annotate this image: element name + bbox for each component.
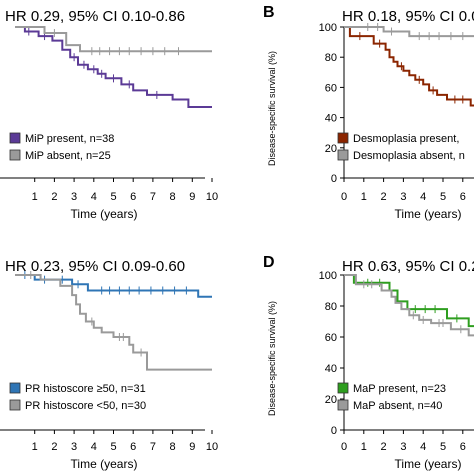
panel-letter: B (263, 4, 275, 21)
legend-swatch (9, 132, 21, 144)
y-tick-label: 60 (325, 332, 337, 344)
x-tick-label: 6 (460, 191, 466, 203)
hazard-ratio-title: HR 0.18, 95% CI 0.0 (342, 8, 474, 25)
y-tick-label: 80 (325, 52, 337, 64)
x-tick-label: 2 (51, 441, 57, 453)
x-tick-label: 2 (381, 441, 387, 453)
x-tick-label: 2 (381, 191, 387, 203)
x-tick-label: 6 (130, 191, 136, 203)
x-tick-label: 8 (170, 441, 176, 453)
x-tick-label: 1 (361, 441, 367, 453)
x-tick-label: 1 (32, 191, 38, 203)
legend-label: MaP present, n=23 (353, 383, 446, 395)
x-tick-label: 3 (71, 441, 77, 453)
y-axis-title: Disease-specific survival (%) (267, 51, 277, 166)
legend-swatch (337, 149, 349, 161)
x-tick-label: 10 (206, 191, 218, 203)
legend-swatch (9, 149, 21, 161)
legend-label: Desmoplasia absent, n (353, 150, 465, 162)
y-tick-label: 100 (319, 270, 337, 282)
y-tick-label: 20 (325, 143, 337, 155)
legend-label: PR histoscore ≥50, n=31 (25, 383, 146, 395)
x-tick-label: 3 (400, 441, 406, 453)
y-tick-label: 0 (331, 173, 337, 185)
y-tick-label: 100 (319, 22, 337, 34)
legend-label: MiP present, n=38 (25, 133, 114, 145)
survival-curve-2 (344, 26, 474, 38)
y-tick-label: 0 (331, 425, 337, 437)
hazard-ratio-title: HR 0.29, 95% CI 0.10-0.86 (5, 8, 185, 25)
km-panel-3: HR 0.23, 95% CI 0.09-0.60 1 2 3 4 5 6 7 8 9 10 Time… (0, 258, 218, 471)
legend-swatch (337, 382, 349, 394)
legend-label: Desmoplasia present, (353, 133, 459, 145)
km-panel-4: HR 0.63, 95% CI 0.2 D Disease-specific sur… (263, 254, 474, 471)
legend-label: MaP absent, n=40 (353, 400, 442, 412)
legend-label: PR histoscore <50, n=30 (25, 400, 146, 412)
survival-curve-1 (344, 26, 474, 107)
x-axis-title: Time (years) (71, 207, 138, 221)
x-tick-label: 10 (206, 441, 218, 453)
hazard-ratio-title: HR 0.63, 95% CI 0.2 (342, 258, 474, 275)
x-tick-label: 7 (150, 441, 156, 453)
x-tick-label: 1 (361, 191, 367, 203)
legend-swatch (9, 399, 21, 411)
y-tick-label: 60 (325, 82, 337, 94)
x-tick-label: 0 (341, 191, 347, 203)
survival-curve-2 (344, 274, 474, 337)
x-tick-label: 5 (440, 441, 446, 453)
x-tick-label: 5 (110, 441, 116, 453)
legend-label: MiP absent, n=25 (25, 150, 111, 162)
y-tick-label: 80 (325, 301, 337, 313)
x-tick-label: 9 (189, 191, 195, 203)
x-tick-label: 3 (71, 191, 77, 203)
x-tick-label: 6 (130, 441, 136, 453)
y-tick-label: 40 (325, 363, 337, 375)
x-axis-title: Time (years) (71, 457, 138, 471)
survival-curve-1 (15, 26, 212, 108)
hazard-ratio-title: HR 0.23, 95% CI 0.09-0.60 (5, 258, 185, 275)
x-tick-label: 1 (32, 441, 38, 453)
x-tick-label: 5 (110, 191, 116, 203)
legend-swatch (337, 132, 349, 144)
x-tick-label: 2 (51, 191, 57, 203)
y-axis-title: Disease-specific survival (%) (267, 301, 277, 416)
survival-curve-2 (15, 274, 212, 371)
x-tick-label: 4 (91, 441, 97, 453)
x-tick-label: 0 (341, 441, 347, 453)
x-tick-label: 5 (440, 191, 446, 203)
x-tick-label: 4 (420, 441, 426, 453)
legend-swatch (337, 399, 349, 411)
survival-curve-2 (15, 26, 212, 53)
x-tick-label: 6 (460, 441, 466, 453)
x-axis-title: Time (years) (395, 207, 462, 221)
km-panel-2: HR 0.18, 95% CI 0.0 B Disease-specific sur… (263, 4, 474, 221)
x-tick-label: 4 (420, 191, 426, 203)
survival-curve-1 (15, 274, 212, 298)
x-axis-title: Time (years) (395, 457, 462, 471)
x-tick-label: 7 (150, 191, 156, 203)
y-tick-label: 20 (325, 394, 337, 406)
y-tick-label: 40 (325, 113, 337, 125)
legend-swatch (9, 382, 21, 394)
x-tick-label: 9 (189, 441, 195, 453)
survival-curve-1 (344, 274, 474, 328)
x-tick-label: 3 (400, 191, 406, 203)
x-tick-label: 8 (170, 191, 176, 203)
km-panel-1: HR 0.29, 95% CI 0.10-0.86 1 2 3 4 5 6 7 8 9 10 Time… (0, 8, 218, 221)
x-tick-label: 4 (91, 191, 97, 203)
panel-letter: D (263, 254, 275, 271)
